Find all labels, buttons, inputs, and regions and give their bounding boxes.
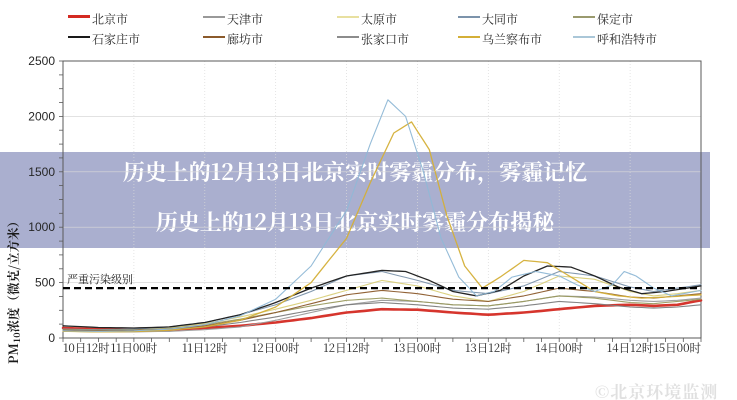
svg-text:14日12时: 14日12时: [607, 340, 654, 356]
svg-text:11日00时: 11日00时: [111, 340, 158, 356]
svg-text:PM10浓度（微克/立方米）: PM10浓度（微克/立方米）: [4, 215, 23, 364]
svg-text:13日00时: 13日00时: [394, 340, 442, 356]
svg-text:1500: 1500: [28, 165, 55, 179]
svg-text:15日00时: 15日00时: [653, 340, 701, 356]
svg-text:严重污染级别: 严重污染级别: [67, 271, 133, 287]
svg-text:12日00时: 12日00时: [252, 340, 300, 356]
svg-text:1000: 1000: [28, 220, 55, 234]
svg-text:0: 0: [48, 331, 55, 345]
svg-text:500: 500: [35, 276, 55, 290]
svg-text:13日12时: 13日12时: [465, 340, 512, 356]
svg-text:11日12时: 11日12时: [182, 340, 228, 356]
svg-text:2500: 2500: [28, 54, 55, 68]
svg-text:14日00时: 14日00时: [535, 340, 583, 356]
svg-text:12日12时: 12日12时: [323, 340, 370, 356]
svg-text:10日12时: 10日12时: [63, 340, 110, 356]
svg-text:2000: 2000: [28, 109, 55, 123]
